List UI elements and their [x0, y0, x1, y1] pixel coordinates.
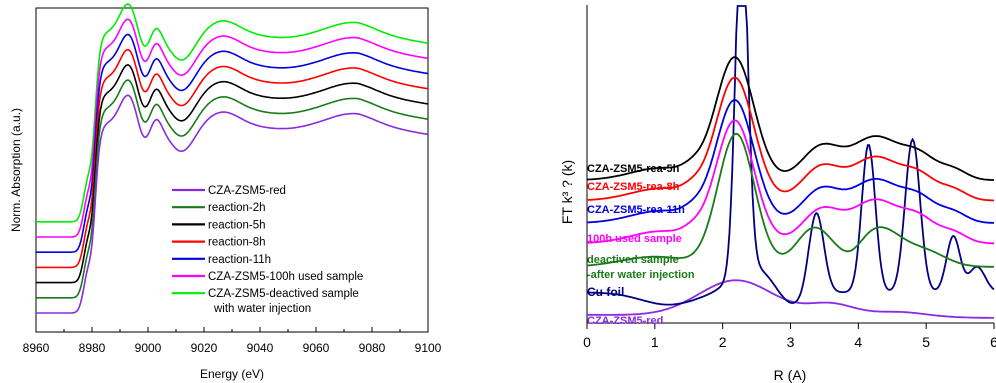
xanes-series-group [36, 3, 429, 314]
xanes-series-line [36, 3, 429, 223]
xanes-series-line [36, 48, 429, 269]
xanes-x-tick-label: 9000 [135, 341, 162, 355]
xanes-x-tick-label: 9020 [191, 341, 218, 355]
xanes-x-tick-label: 9040 [247, 341, 274, 355]
exafs-series-line [587, 119, 994, 245]
xanes-legend: CZA-ZSM5-red reaction-2h reaction-5h reacti… [172, 185, 363, 315]
xanes-series-line [36, 33, 429, 253]
exafs-series-line [586, 132, 994, 268]
exafs-series-label: CZA-ZSM5-red [587, 315, 663, 327]
exafs-series-label: CZA-ZSM5-rea-5h [587, 163, 680, 175]
legend-entry: reaction-2h [208, 202, 266, 214]
exafs-series-label-line2: -after water injection [587, 269, 695, 281]
exafs-series-line [586, 5, 995, 306]
xanes-y-axis-label: Norm. Absorption (a.u.) [9, 108, 23, 232]
exafs-x-tick-label: 2 [719, 334, 727, 350]
exafs-series-labels: CZA-ZSM5-red Cu foil deactived sample -afte… [587, 163, 695, 327]
exafs-x-tick-label: 3 [787, 334, 795, 350]
xanes-panel: 8960 8980 9000 9020 9040 9060 9080 9100 Energy … [9, 3, 442, 381]
exafs-x-tick-label: 4 [854, 334, 862, 350]
xanes-x-ticks: 8960 8980 9000 9020 9040 9060 9080 9100 [23, 327, 442, 355]
exafs-x-tick-label: 0 [583, 334, 591, 350]
exafs-y-axis-label: FT k³ ? (k) [559, 160, 575, 224]
xanes-series-line [36, 18, 429, 238]
exafs-x-tick-label: 1 [651, 334, 659, 350]
exafs-x-tick-label: 6 [990, 334, 996, 350]
exafs-series-label: 100h used sample [587, 233, 682, 245]
exafs-x-ticks: 0 1 2 3 4 5 6 [583, 323, 996, 350]
xanes-series-line [36, 79, 429, 299]
exafs-series-line [586, 76, 995, 202]
legend-entry: CZA-ZSM5-100h used sample [208, 271, 363, 283]
legend-entry-line2: with water injection [213, 303, 311, 315]
legend-entry: reaction-11h [208, 254, 271, 266]
exafs-x-axis-label: R (A) [774, 367, 807, 383]
exafs-series-line [587, 279, 994, 319]
exafs-series-line [586, 56, 995, 181]
exafs-series-label: Cu foil [587, 285, 624, 299]
xanes-series-line [36, 94, 429, 314]
legend-entry: reaction-5h [208, 219, 266, 231]
exafs-series-label: CZA-ZSM5-rea-8h [587, 181, 680, 193]
exafs-series-label: deactived sample [587, 254, 679, 266]
exafs-series-line [587, 99, 994, 224]
legend-entry: CZA-ZSM5-deactived sample [208, 288, 359, 300]
exafs-x-tick-label: 5 [922, 334, 930, 350]
xanes-x-tick-label: 9100 [415, 341, 442, 355]
xanes-x-axis-label: Energy (eV) [200, 367, 264, 381]
xanes-x-tick-label: 8960 [23, 341, 50, 355]
xanes-x-tick-label: 9060 [303, 341, 330, 355]
legend-entry: CZA-ZSM5-red [208, 185, 286, 197]
xanes-series-line [36, 64, 429, 284]
exafs-series-label: CZA-ZSM5-rea-11h [587, 204, 685, 216]
legend-entry: reaction-8h [208, 237, 266, 249]
exafs-panel: 0 1 2 3 4 5 6 R (A) FT k³ ? (k) CZA-ZSM5-red Cu… [559, 5, 996, 383]
xanes-x-tick-label: 8980 [79, 341, 106, 355]
xanes-x-tick-label: 9080 [359, 341, 386, 355]
exafs-series-group [586, 5, 995, 319]
